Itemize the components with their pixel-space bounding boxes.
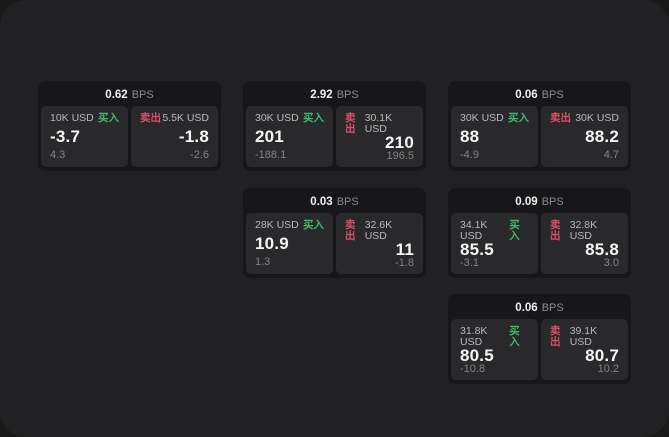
buy-delta: -10.8	[460, 363, 486, 375]
buy-price: -3.7	[50, 127, 81, 147]
sell-panel[interactable]: 卖出 32.6K USD 11 -1.8	[336, 213, 423, 274]
bps-header: 0.03 BPS	[246, 191, 423, 213]
bps-header: 0.06 BPS	[451, 84, 628, 106]
price-panels: 10K USD 买入 -3.7 4.3 卖出 5.5K USD -1.8 -2.…	[41, 106, 218, 167]
sell-panel[interactable]: 卖出 30K USD 88.2 4.7	[541, 106, 628, 167]
quote-card: 0.03 BPS 28K USD 买入 10.9 1.3 卖出 32.6K US…	[243, 188, 426, 278]
buy-size-label: 34.1K USD	[460, 219, 488, 242]
buy-price: 201	[255, 127, 284, 147]
quote-card: 0.62 BPS 10K USD 买入 -3.7 4.3 卖出 5.5K USD…	[38, 81, 221, 171]
sell-size-label: 30.1K USD	[364, 112, 393, 135]
sell-delta: 3.0	[603, 257, 619, 269]
bps-unit-label: BPS	[541, 89, 564, 101]
bps-value: 0.03	[310, 196, 333, 208]
buy-panel[interactable]: 31.8K USD 买入 80.5 -10.8	[451, 319, 538, 380]
quote-card: 2.92 BPS 30K USD 买入 201 -188.1 卖出 30.1K …	[243, 81, 426, 171]
buy-price: 85.5	[460, 240, 494, 259]
buy-size-label: 30K USD	[255, 112, 299, 124]
bps-unit-label: BPS	[131, 89, 154, 101]
quote-card: 0.06 BPS 31.8K USD 买入 80.5 -10.8 卖出 39.1…	[448, 294, 631, 384]
price-panels: 28K USD 买入 10.9 1.3 卖出 32.6K USD 11 -1.8	[246, 213, 423, 274]
sell-price: 80.7	[585, 346, 619, 365]
buy-price: 88	[460, 127, 480, 147]
buy-panel[interactable]: 30K USD 买入 201 -188.1	[246, 106, 333, 167]
sell-side-label: 卖出	[345, 219, 356, 242]
sell-price: 11	[395, 240, 414, 259]
buy-side-label: 买入	[303, 219, 324, 231]
bps-header: 2.92 BPS	[246, 84, 423, 106]
sell-size-label: 30K USD	[575, 112, 619, 124]
bps-header: 0.06 BPS	[451, 297, 628, 319]
sell-delta: -2.6	[190, 149, 209, 161]
buy-side-label: 买入	[508, 112, 529, 124]
sell-size-label: 32.6K USD	[364, 219, 393, 242]
buy-delta: 4.3	[50, 149, 66, 161]
sell-size-label: 39.1K USD	[569, 325, 598, 348]
buy-delta: 1.3	[255, 256, 271, 268]
price-panels: 31.8K USD 买入 80.5 -10.8 卖出 39.1K USD 80.…	[451, 319, 628, 380]
buy-size-label: 31.8K USD	[460, 325, 488, 348]
sell-delta: 10.2	[597, 363, 619, 375]
buy-size-label: 30K USD	[460, 112, 504, 124]
bps-value: 2.92	[310, 89, 333, 101]
sell-side-label: 卖出	[550, 219, 561, 242]
sell-panel[interactable]: 卖出 32.8K USD 85.8 3.0	[541, 213, 628, 274]
sell-panel[interactable]: 卖出 39.1K USD 80.7 10.2	[541, 319, 628, 380]
buy-price: 80.5	[460, 346, 494, 365]
buy-side-label: 买入	[509, 219, 520, 242]
bps-value: 0.06	[515, 302, 538, 314]
sell-panel[interactable]: 卖出 5.5K USD -1.8 -2.6	[131, 106, 218, 167]
price-panels: 30K USD 买入 201 -188.1 卖出 30.1K USD 210 1…	[246, 106, 423, 167]
buy-delta: -3.1	[460, 257, 479, 269]
sell-size-label: 5.5K USD	[162, 112, 209, 124]
sell-price: -1.8	[178, 127, 209, 147]
buy-size-label: 28K USD	[255, 219, 299, 231]
sell-price: 85.8	[585, 240, 619, 259]
buy-panel[interactable]: 10K USD 买入 -3.7 4.3	[41, 106, 128, 167]
bps-value: 0.62	[105, 89, 128, 101]
sell-side-label: 卖出	[550, 112, 571, 124]
sell-size-label: 32.8K USD	[569, 219, 598, 242]
quote-card: 0.06 BPS 30K USD 买入 88 -4.9 卖出 30K USD 8…	[448, 81, 631, 171]
sell-side-label: 卖出	[140, 112, 161, 124]
bps-value: 0.09	[515, 196, 538, 208]
bps-header: 0.62 BPS	[41, 84, 218, 106]
bps-unit-label: BPS	[336, 89, 359, 101]
buy-price: 10.9	[255, 234, 289, 254]
bps-unit-label: BPS	[336, 196, 359, 208]
buy-panel[interactable]: 30K USD 买入 88 -4.9	[451, 106, 538, 167]
buy-size-label: 10K USD	[50, 112, 94, 124]
buy-side-label: 买入	[303, 112, 324, 124]
sell-side-label: 卖出	[345, 112, 356, 135]
bps-unit-label: BPS	[541, 196, 564, 208]
buy-side-label: 买入	[98, 112, 119, 124]
buy-delta: -4.9	[460, 149, 479, 161]
sell-delta: 196.5	[386, 150, 414, 162]
buy-panel[interactable]: 34.1K USD 买入 85.5 -3.1	[451, 213, 538, 274]
quote-card: 0.09 BPS 34.1K USD 买入 85.5 -3.1 卖出 32.8K…	[448, 188, 631, 278]
price-panels: 30K USD 买入 88 -4.9 卖出 30K USD 88.2 4.7	[451, 106, 628, 167]
bps-value: 0.06	[515, 89, 538, 101]
sell-price: 210	[385, 133, 414, 152]
bps-unit-label: BPS	[541, 302, 564, 314]
sell-panel[interactable]: 卖出 30.1K USD 210 196.5	[336, 106, 423, 167]
buy-side-label: 买入	[509, 325, 520, 348]
buy-delta: -188.1	[255, 149, 287, 161]
sell-delta: -1.8	[395, 257, 414, 269]
price-panels: 34.1K USD 买入 85.5 -3.1 卖出 32.8K USD 85.8…	[451, 213, 628, 274]
buy-panel[interactable]: 28K USD 买入 10.9 1.3	[246, 213, 333, 274]
sell-delta: 4.7	[603, 149, 619, 161]
sell-price: 88.2	[585, 127, 619, 147]
sell-side-label: 卖出	[550, 325, 561, 348]
bps-header: 0.09 BPS	[451, 191, 628, 213]
